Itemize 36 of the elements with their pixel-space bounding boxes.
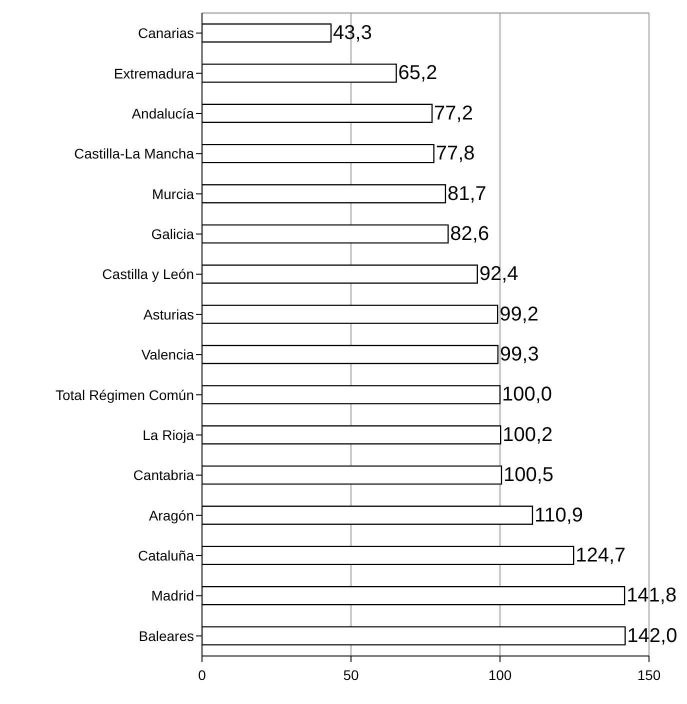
y-tick-label: Asturias [143, 306, 194, 322]
data-label: 92,4 [479, 263, 518, 286]
data-label: 142,0 [627, 624, 678, 647]
y-tick-label: Baleares [138, 628, 194, 644]
x-tick-label: 0 [198, 666, 206, 683]
data-label: 81,7 [447, 182, 486, 205]
data-label: 65,2 [398, 62, 438, 84]
y-tick-label: Canarias [138, 25, 194, 42]
data-label: 43,3 [333, 22, 372, 44]
y-tick-label: Cantabria [133, 467, 194, 484]
y-tick-label: Valencia [141, 346, 194, 363]
y-tick-label: Total Régimen Común [55, 386, 194, 403]
y-tick-label: Galicia [151, 226, 194, 242]
data-label: 110,9 [534, 504, 584, 526]
x-tick-label: 50 [343, 666, 359, 683]
y-tick-label: Castilla y León [102, 266, 194, 282]
x-tick-label: 100 [488, 666, 512, 683]
data-label: 77,8 [436, 142, 475, 165]
data-label: 100,5 [503, 464, 554, 486]
x-tick-label: 150 [637, 666, 661, 683]
y-tick-label: La Rioja [142, 426, 194, 443]
data-label: 99,3 [500, 344, 539, 366]
y-tick-label: Murcia [152, 186, 194, 202]
data-label: 99,2 [500, 303, 539, 326]
y-tick-label: Cataluña [138, 548, 194, 564]
y-tick-label: Castilla-La Mancha [74, 146, 194, 162]
data-label: 82,6 [450, 222, 490, 245]
data-label: 141,8 [626, 584, 677, 607]
data-label: 124,7 [576, 544, 626, 566]
y-tick-label: Extremadura [114, 65, 194, 82]
y-tick-label: Madrid [151, 588, 194, 604]
y-tick-label: Andalucía [132, 105, 194, 122]
data-label: 100,0 [502, 384, 552, 406]
data-label: 77,2 [434, 102, 473, 124]
y-tick-label: Aragón [148, 507, 194, 524]
data-label: 100,2 [502, 424, 553, 446]
